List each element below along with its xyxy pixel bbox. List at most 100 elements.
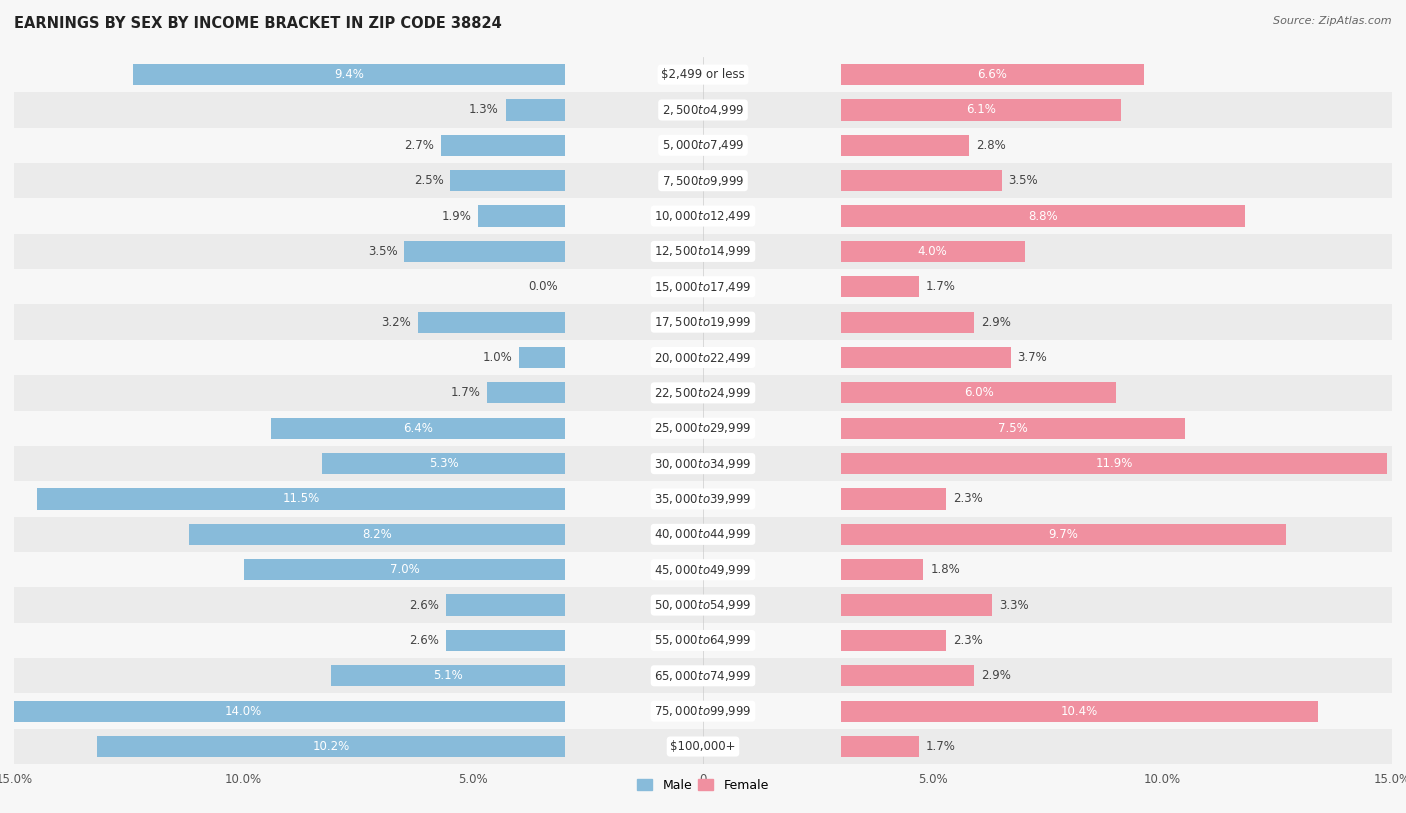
Bar (14, 57, 1392, 92)
Text: 6.1%: 6.1% (966, 103, 995, 116)
Bar (841, 418, 1185, 439)
Text: $25,000 to $29,999: $25,000 to $29,999 (654, 421, 752, 435)
Text: 4.0%: 4.0% (918, 245, 948, 258)
Text: 1.7%: 1.7% (925, 740, 956, 753)
Bar (405, 241, 565, 262)
Text: 3.2%: 3.2% (381, 315, 412, 328)
Text: 6.0%: 6.0% (963, 386, 994, 399)
Bar (446, 630, 565, 651)
Bar (322, 453, 565, 474)
Bar (14, 269, 1392, 304)
Text: $75,000 to $99,999: $75,000 to $99,999 (654, 704, 752, 718)
Bar (841, 453, 1388, 474)
Bar (841, 630, 946, 651)
Text: $10,000 to $12,499: $10,000 to $12,499 (654, 209, 752, 223)
Legend: Male, Female: Male, Female (633, 774, 773, 797)
Text: $20,000 to $22,499: $20,000 to $22,499 (654, 350, 752, 364)
Bar (0, 701, 565, 722)
Bar (841, 701, 1319, 722)
Text: 7.5%: 7.5% (998, 422, 1028, 435)
Text: $40,000 to $44,999: $40,000 to $44,999 (654, 528, 752, 541)
Text: 2.8%: 2.8% (976, 139, 1007, 152)
Bar (97, 736, 565, 757)
Text: $100,000+: $100,000+ (671, 740, 735, 753)
Bar (841, 736, 920, 757)
Bar (441, 135, 565, 156)
Bar (841, 347, 1011, 368)
Bar (14, 552, 1392, 587)
Bar (134, 64, 565, 85)
Bar (450, 170, 565, 191)
Text: 0.0%: 0.0% (529, 280, 558, 293)
Bar (14, 659, 1392, 693)
Bar (271, 418, 565, 439)
Text: 2.3%: 2.3% (953, 634, 983, 647)
Text: $22,500 to $24,999: $22,500 to $24,999 (654, 386, 752, 400)
Text: 2.5%: 2.5% (413, 174, 443, 187)
Text: 1.3%: 1.3% (468, 103, 499, 116)
Bar (14, 587, 1392, 623)
Bar (841, 241, 1025, 262)
Bar (330, 665, 565, 686)
Bar (841, 665, 974, 686)
Bar (14, 92, 1392, 128)
Text: 10.4%: 10.4% (1062, 705, 1098, 718)
Text: $65,000 to $74,999: $65,000 to $74,999 (654, 669, 752, 683)
Text: $17,500 to $19,999: $17,500 to $19,999 (654, 315, 752, 329)
Text: 8.2%: 8.2% (361, 528, 392, 541)
Text: 1.9%: 1.9% (441, 210, 471, 223)
Bar (14, 481, 1392, 517)
Text: 5.1%: 5.1% (433, 669, 463, 682)
Text: 2.6%: 2.6% (409, 598, 439, 611)
Bar (188, 524, 565, 545)
Text: $2,499 or less: $2,499 or less (661, 68, 745, 81)
Bar (506, 99, 565, 120)
Text: 3.7%: 3.7% (1018, 351, 1047, 364)
Text: $30,000 to $34,999: $30,000 to $34,999 (654, 457, 752, 471)
Bar (486, 382, 565, 403)
Bar (14, 376, 1392, 411)
Text: 11.9%: 11.9% (1095, 457, 1133, 470)
Text: $7,500 to $9,999: $7,500 to $9,999 (662, 174, 744, 188)
Text: 6.4%: 6.4% (404, 422, 433, 435)
Bar (14, 446, 1392, 481)
Text: 1.8%: 1.8% (931, 563, 960, 576)
Text: $45,000 to $49,999: $45,000 to $49,999 (654, 563, 752, 576)
Text: $50,000 to $54,999: $50,000 to $54,999 (654, 598, 752, 612)
Bar (841, 311, 974, 333)
Bar (841, 64, 1144, 85)
Bar (841, 99, 1121, 120)
Bar (14, 163, 1392, 198)
Text: 11.5%: 11.5% (283, 493, 319, 506)
Bar (841, 559, 924, 580)
Text: $12,500 to $14,999: $12,500 to $14,999 (654, 245, 752, 259)
Bar (14, 128, 1392, 163)
Bar (14, 517, 1392, 552)
Text: $35,000 to $39,999: $35,000 to $39,999 (654, 492, 752, 506)
Text: Source: ZipAtlas.com: Source: ZipAtlas.com (1274, 16, 1392, 26)
Text: 1.7%: 1.7% (450, 386, 481, 399)
Text: 7.0%: 7.0% (389, 563, 419, 576)
Bar (418, 311, 565, 333)
Text: 3.5%: 3.5% (368, 245, 398, 258)
Bar (37, 489, 565, 510)
Bar (14, 411, 1392, 446)
Text: $15,000 to $17,499: $15,000 to $17,499 (654, 280, 752, 293)
Bar (841, 276, 920, 298)
Bar (14, 340, 1392, 375)
Bar (841, 135, 969, 156)
Bar (841, 170, 1001, 191)
Bar (14, 198, 1392, 234)
Bar (841, 206, 1244, 227)
Text: 2.9%: 2.9% (981, 669, 1011, 682)
Text: $2,500 to $4,999: $2,500 to $4,999 (662, 103, 744, 117)
Bar (519, 347, 565, 368)
Bar (446, 594, 565, 615)
Text: 3.3%: 3.3% (1000, 598, 1029, 611)
Text: EARNINGS BY SEX BY INCOME BRACKET IN ZIP CODE 38824: EARNINGS BY SEX BY INCOME BRACKET IN ZIP… (14, 16, 502, 31)
Bar (14, 729, 1392, 764)
Text: 1.0%: 1.0% (482, 351, 512, 364)
Text: 9.4%: 9.4% (335, 68, 364, 81)
Bar (841, 382, 1116, 403)
Text: 5.3%: 5.3% (429, 457, 458, 470)
